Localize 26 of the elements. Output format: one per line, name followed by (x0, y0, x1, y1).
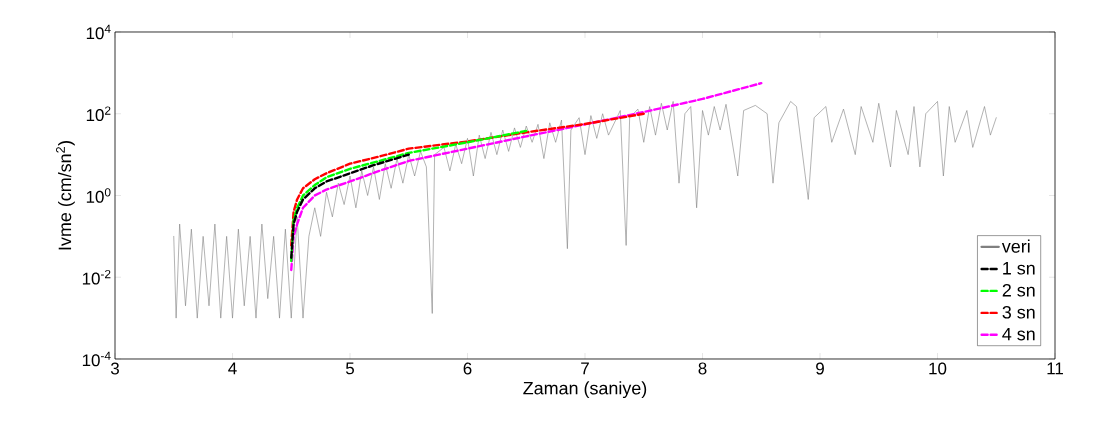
line-series (290, 112, 645, 247)
x-tick-label: 6 (463, 362, 472, 375)
legend-label: veri (1001, 239, 1030, 253)
x-tick-label: 11 (1047, 362, 1063, 375)
legend-label: 3 sn (1002, 305, 1035, 319)
legend-label: 4 sn (1002, 327, 1035, 341)
y-tick-label: 10$^{-2}$ (82, 269, 111, 285)
x-axis-title: Zaman (saniye) (523, 381, 647, 399)
line-series (290, 129, 528, 263)
x-tick-label: 7 (581, 362, 589, 375)
legend-label: 2 sn (1002, 283, 1035, 297)
line-series (290, 81, 763, 272)
x-tick-label: 4 (228, 362, 237, 375)
y-tick-label: 10$^{4}$ (86, 24, 111, 40)
x-tick-label: 5 (345, 362, 354, 375)
x-tick-label: 3 (110, 362, 119, 375)
line-series (173, 101, 997, 319)
y-tick-label: 10$^{2}$ (86, 106, 111, 122)
line-series (290, 153, 410, 259)
x-tick-label: 10 (929, 362, 947, 375)
x-tick-label: 8 (698, 362, 707, 375)
legend-label: 1 sn (1003, 262, 1035, 275)
x-tick-label: 9 (816, 362, 824, 375)
y-tick-label: 10$^{-4}$ (82, 351, 111, 367)
y-tick-label: 10$^{0}$ (86, 188, 111, 203)
y-axis-title: Ivme (cm/sn$^{2}$) (56, 141, 75, 250)
